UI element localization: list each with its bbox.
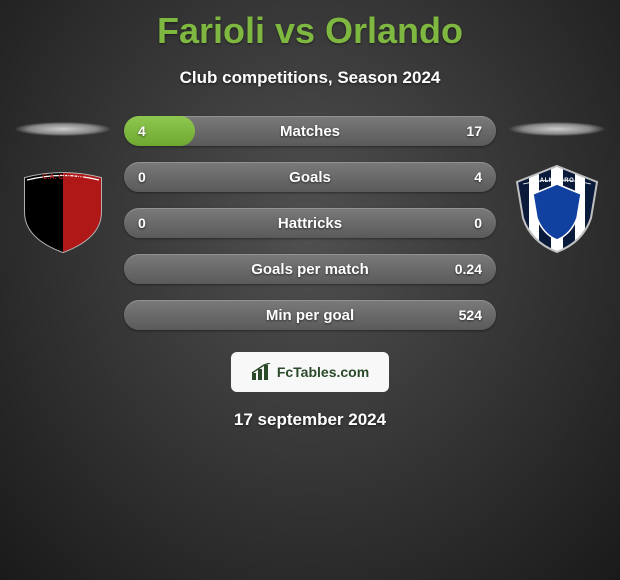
bar-chart-icon bbox=[251, 363, 273, 381]
svg-text:ALMAGRO: ALMAGRO bbox=[540, 178, 575, 184]
right-club-badge: ALMAGRO bbox=[509, 164, 605, 252]
right-club-col: ALMAGRO bbox=[502, 116, 612, 252]
stat-right-value: 4 bbox=[474, 169, 482, 185]
stat-label: Goals per match bbox=[251, 261, 369, 278]
stat-fill-left bbox=[124, 116, 195, 146]
subtitle: Club competitions, Season 2024 bbox=[0, 68, 620, 88]
stat-right-value: 17 bbox=[466, 123, 482, 139]
stat-right-value: 0 bbox=[474, 215, 482, 231]
branding-badge: FcTables.com bbox=[231, 352, 389, 392]
left-club-badge: C.A. COLON bbox=[15, 164, 111, 252]
stat-left-value: 4 bbox=[138, 123, 146, 139]
date-line: 17 september 2024 bbox=[0, 410, 620, 430]
stat-row-gpm: Goals per match 0.24 bbox=[124, 254, 496, 284]
stat-row-matches: 4 Matches 17 bbox=[124, 116, 496, 146]
svg-text:C.A. COLON: C.A. COLON bbox=[42, 174, 83, 181]
almagro-shield-icon: ALMAGRO bbox=[509, 162, 605, 254]
shadow-ellipse bbox=[509, 122, 605, 136]
stat-row-goals: 0 Goals 4 bbox=[124, 162, 496, 192]
left-club-col: C.A. COLON bbox=[8, 116, 118, 252]
branding-label: FcTables.com bbox=[277, 364, 369, 380]
stat-label: Goals bbox=[289, 169, 331, 186]
stats-column: 4 Matches 17 0 Goals 4 0 Hattricks 0 Goa… bbox=[118, 116, 502, 330]
stat-left-value: 0 bbox=[138, 169, 146, 185]
stat-label: Min per goal bbox=[266, 307, 354, 324]
stat-label: Hattricks bbox=[278, 215, 342, 232]
page-title: Farioli vs Orlando bbox=[0, 0, 620, 52]
stat-label: Matches bbox=[280, 123, 340, 140]
stat-row-mpg: Min per goal 524 bbox=[124, 300, 496, 330]
colon-shield-icon: C.A. COLON bbox=[15, 162, 111, 254]
stat-right-value: 524 bbox=[459, 307, 482, 323]
shadow-ellipse bbox=[15, 122, 111, 136]
stat-row-hattricks: 0 Hattricks 0 bbox=[124, 208, 496, 238]
stat-right-value: 0.24 bbox=[455, 261, 482, 277]
comparison-row: C.A. COLON 4 Matches 17 0 Goals 4 0 Hatt… bbox=[0, 116, 620, 330]
stat-left-value: 0 bbox=[138, 215, 146, 231]
